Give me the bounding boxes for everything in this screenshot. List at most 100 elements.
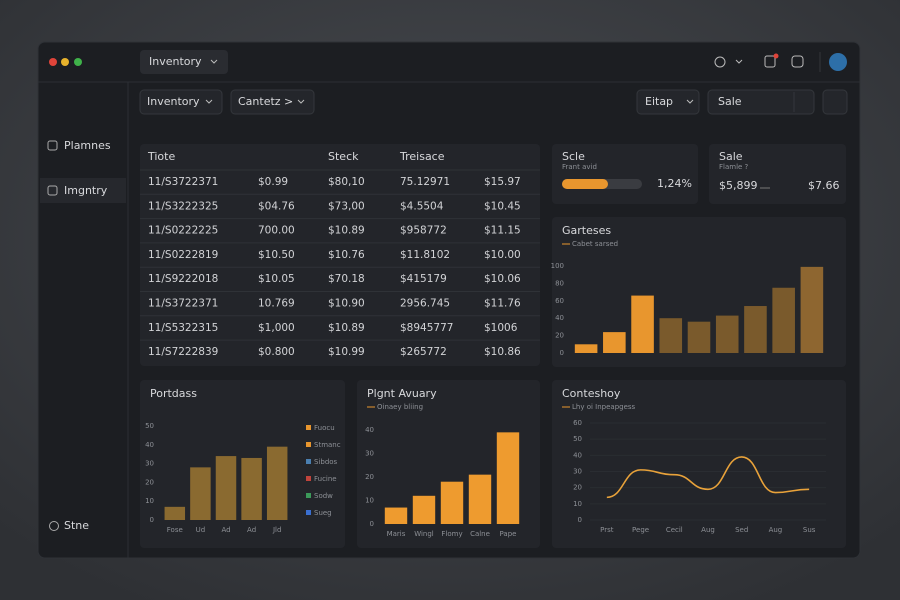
table-cell: $10.45: [484, 200, 521, 212]
bar: [496, 432, 520, 524]
card-subtitle: Frant avid: [562, 163, 597, 171]
table: Tiote Steck Treisace 11/S3722371 $0.99 $80,10…: [140, 150, 540, 358]
bar: [164, 506, 186, 520]
bar: [440, 481, 464, 524]
x-tick-label: Pape: [500, 530, 517, 538]
dropdown-label: Inventory: [147, 95, 200, 108]
y-tick-label: 10: [573, 500, 582, 508]
table-cell: $11.15: [484, 225, 521, 237]
bar: [631, 295, 654, 353]
y-tick-label: 20: [365, 473, 374, 481]
sidebar-item[interactable]: Plamnes: [64, 139, 111, 152]
legend-label: Stmanc: [314, 441, 341, 449]
y-tick-label: 40: [365, 426, 374, 434]
x-tick-label: Jld: [272, 526, 281, 534]
avatar[interactable]: [829, 53, 847, 71]
chevron: [205, 99, 213, 104]
card-title: Sale: [719, 150, 743, 163]
table-cell: $70.18: [328, 273, 365, 285]
chart-title: Conteshoy: [562, 387, 621, 400]
table-cell: $415179: [400, 273, 447, 285]
close-button[interactable]: [49, 58, 57, 66]
sidebar-footer[interactable]: Stne: [64, 519, 89, 532]
bar: [603, 332, 626, 353]
notification-dot: [773, 53, 779, 59]
sidebar-icon: [49, 521, 59, 531]
table-cell: 75.12971: [400, 176, 450, 188]
action-button[interactable]: [822, 89, 848, 115]
card-secondary: $7.66: [808, 179, 840, 192]
filter-dropdown[interactable]: Inventory: [139, 89, 223, 115]
table-cell: $8945777: [400, 322, 453, 334]
line: [606, 456, 810, 499]
table-cell: $10.86: [484, 346, 521, 358]
filter-dropdown[interactable]: Cantetz >: [230, 89, 315, 115]
table-cell: $0.99: [258, 176, 288, 188]
table-cell: 11/S3722371: [148, 298, 218, 310]
minimize-button[interactable]: [61, 58, 69, 66]
y-tick-label: 40: [573, 451, 582, 459]
chevron: [297, 99, 305, 104]
column-header: Steck: [328, 150, 359, 163]
input-placeholder: Sale: [718, 95, 742, 108]
y-tick-label: 60: [573, 419, 582, 427]
column-header: Treisace: [399, 150, 445, 163]
y-tick-label: 20: [145, 478, 154, 486]
card-title: Scle: [562, 150, 585, 163]
y-tick-label: 80: [555, 279, 564, 287]
chart-subtitle: Cabet sarsed: [572, 240, 618, 248]
legend-label: Fucine: [314, 475, 337, 483]
settings-icon[interactable]: [714, 56, 726, 68]
y-tick-label: 20: [573, 484, 582, 492]
table-cell: 11/S5322315: [148, 322, 218, 334]
table-cell: 700.00: [258, 225, 295, 237]
table-cell: 11/S3222325: [148, 200, 218, 212]
sidebar-icon: [47, 140, 58, 151]
x-tick-label: Ud: [196, 526, 206, 534]
y-tick-label: 40: [145, 441, 154, 449]
menu-dropdown[interactable]: Inventory: [140, 50, 228, 74]
y-tick-label: 30: [573, 468, 582, 476]
search-input[interactable]: Sale: [707, 89, 815, 115]
column-header: Tiote: [147, 150, 175, 163]
input-bg: [707, 89, 815, 115]
sidebar-item[interactable]: Imgntry: [64, 184, 108, 197]
notification-icon[interactable]: [764, 55, 776, 68]
dropdown-bg: [139, 89, 223, 115]
y-tick-label: 40: [555, 314, 564, 322]
dropdown-label: Cantetz >: [238, 95, 293, 108]
table-cell: $80,10: [328, 176, 365, 188]
sidebar-icon: [47, 185, 58, 196]
x-tick-label: Aug: [701, 526, 715, 534]
bar: [190, 467, 211, 520]
x-tick-label: Maris: [387, 530, 406, 538]
legend-label: Sueg: [314, 509, 332, 517]
table-cell: $10.90: [328, 298, 365, 310]
y-tick-label: 0: [370, 520, 374, 528]
table-cell: $10.50: [258, 249, 295, 261]
x-tick-label: Sed: [735, 526, 748, 534]
x-tick-label: Wingl: [414, 530, 434, 538]
apps-icon[interactable]: [791, 55, 804, 68]
maximize-button[interactable]: [74, 58, 82, 66]
chart-panel: [552, 380, 846, 548]
card-value: $5,899: [719, 179, 758, 192]
table-cell: $1,000: [258, 322, 295, 334]
table-cell: 11/S0222819: [148, 249, 218, 261]
x-tick-label: Ad: [221, 526, 230, 534]
legend-label: Sibdos: [314, 458, 338, 466]
y-tick-label: 0: [560, 349, 564, 357]
top-icons: [714, 52, 847, 72]
bar: [772, 287, 795, 353]
x-tick-label: Flomy: [441, 530, 462, 538]
x-tick-label: Pege: [632, 526, 649, 534]
search-dropdown[interactable]: Eitap: [636, 89, 700, 115]
table-cell: $265772: [400, 346, 447, 358]
y-tick-label: 10: [145, 497, 154, 505]
dropdown-label: Eitap: [645, 95, 673, 108]
chart-subtitle: Lhy oi Inpeapgess: [572, 403, 636, 411]
chevron: [210, 59, 218, 64]
table-cell: $10.89: [328, 322, 365, 334]
bar: [468, 474, 492, 524]
